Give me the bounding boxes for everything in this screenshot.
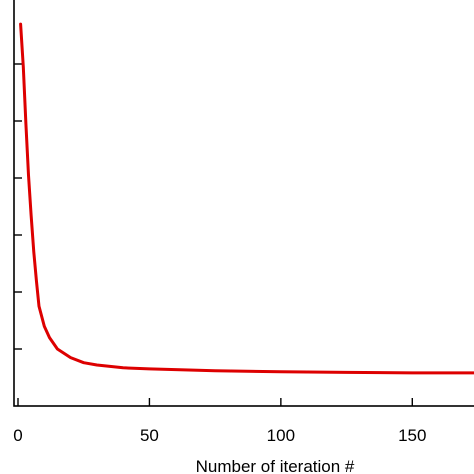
series-line-0 <box>19 22 474 375</box>
x-tick-labels: 0 50 100 150 <box>13 426 426 445</box>
series-lines <box>19 22 474 375</box>
x-tick-label-1: 50 <box>140 426 159 445</box>
x-tick-label-3: 150 <box>398 426 426 445</box>
x-tick-label-2: 100 <box>267 426 295 445</box>
plot-frame <box>13 0 474 407</box>
x-tick-label-0: 0 <box>13 426 22 445</box>
y-axis-ticks <box>14 63 22 350</box>
x-axis-title: Number of iteration # <box>196 457 355 474</box>
x-axis-ticks <box>17 398 413 406</box>
